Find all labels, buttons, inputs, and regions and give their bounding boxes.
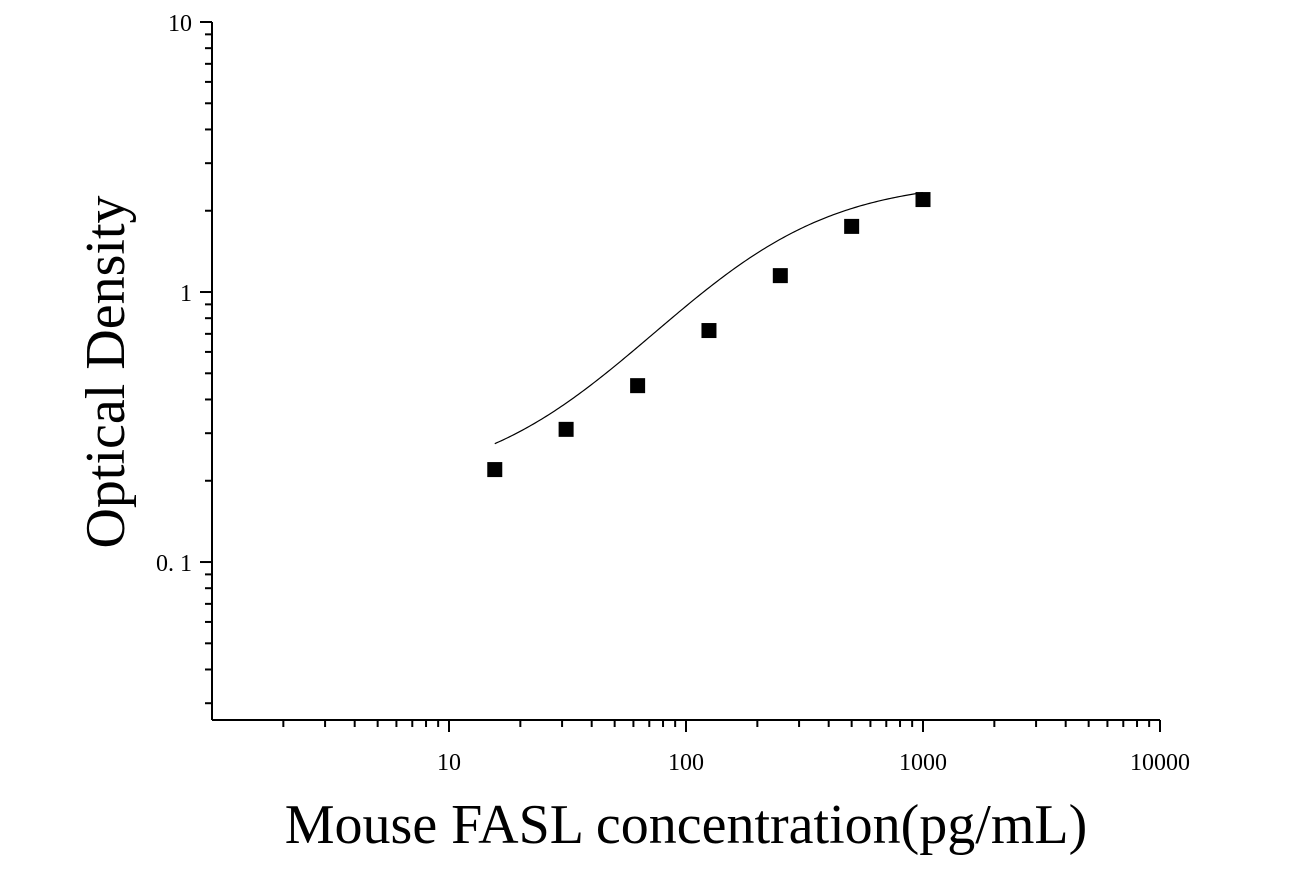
x-tick-label: 100 <box>668 750 704 776</box>
tick-labels: 10 100 1000 10000 0. 1 1 10 <box>156 11 1190 776</box>
data-point <box>915 192 931 208</box>
data-point <box>630 378 646 394</box>
x-tick-label: 10000 <box>1130 750 1190 776</box>
y-tick-label: 0. 1 <box>156 551 192 577</box>
x-tick-label: 10 <box>437 750 461 776</box>
data-point <box>487 462 503 478</box>
data-point <box>558 421 574 437</box>
data-points <box>487 192 931 478</box>
data-point <box>772 268 788 284</box>
data-point <box>701 323 717 339</box>
fit-curve-group <box>494 191 924 445</box>
y-axis-title: Optical Density <box>75 195 137 548</box>
x-axis-title: Mouse FASL concentration(pg/mL) <box>285 794 1088 856</box>
axes <box>211 22 1160 721</box>
data-point <box>844 218 860 234</box>
y-tick-label: 1 <box>180 281 192 307</box>
x-tick-label: 1000 <box>899 750 947 776</box>
y-tick-label: 10 <box>168 11 192 37</box>
fit-curve <box>494 191 924 445</box>
axis-ticks <box>200 21 1161 732</box>
